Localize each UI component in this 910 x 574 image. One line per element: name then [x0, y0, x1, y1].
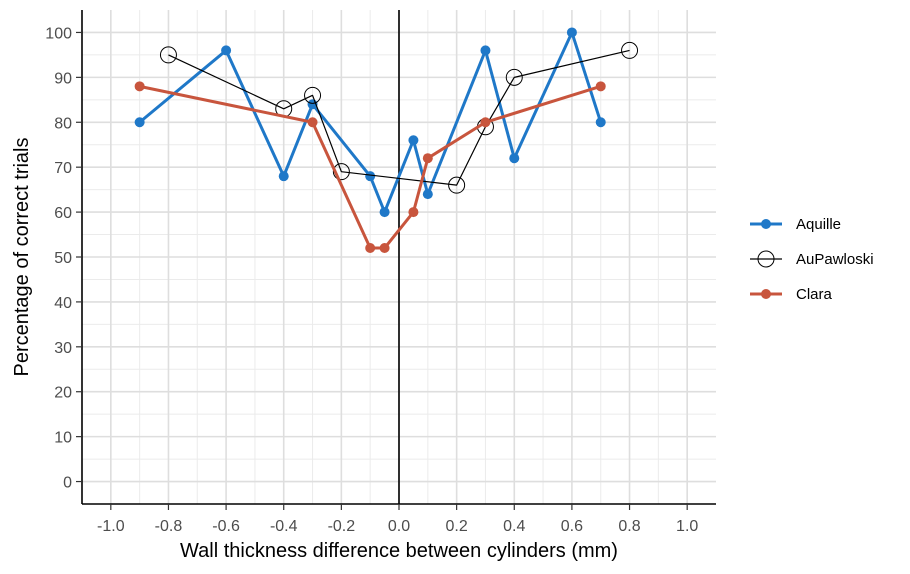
- data-point-aquille: [134, 117, 145, 128]
- x-axis-title: Wall thickness difference between cylind…: [180, 540, 618, 562]
- series-aquille: [134, 27, 606, 218]
- data-point-clara: [365, 243, 376, 254]
- data-point-aupawloski: [621, 41, 639, 59]
- series-clara: [134, 81, 606, 254]
- series: [134, 27, 639, 254]
- data-point-aupawloski: [505, 68, 523, 86]
- data-point-aquille: [278, 171, 289, 182]
- y-tick-label: 90: [54, 70, 72, 87]
- legend-item-aquille: Aquille: [750, 216, 841, 233]
- data-point-aquille: [221, 45, 232, 56]
- legend-item-aupawloski: AuPawloski: [750, 250, 874, 268]
- x-tick-label: -0.2: [328, 518, 356, 535]
- data-point-aquille: [566, 27, 577, 38]
- y-tick-label: 100: [45, 25, 72, 42]
- data-point-aquille: [365, 171, 376, 182]
- data-point-clara: [595, 81, 606, 92]
- legend-item-clara: Clara: [750, 286, 833, 303]
- data-point-aquille: [408, 135, 419, 146]
- x-tick-label: 0.8: [618, 518, 640, 535]
- legend: Aquille AuPawloski Clara: [750, 216, 874, 303]
- x-tick-label: 0.4: [503, 518, 525, 535]
- data-point-aquille: [595, 117, 606, 128]
- data-point-aquille: [422, 189, 433, 200]
- data-point-clara: [134, 81, 145, 92]
- legend-marker-clara: [761, 289, 771, 299]
- y-tick-label: 10: [54, 430, 72, 447]
- data-point-clara: [480, 117, 491, 128]
- data-point-aquille: [509, 153, 520, 164]
- series-line-aupawloski: [168, 49, 630, 186]
- y-tick-label: 20: [54, 385, 72, 402]
- y-tick-label: 40: [54, 295, 72, 312]
- x-tick-label: 1.0: [676, 518, 698, 535]
- x-tick-label: 0.2: [446, 518, 468, 535]
- data-point-clara: [379, 243, 390, 254]
- data-point-aquille: [379, 207, 390, 218]
- legend-label-aquille: Aquille: [796, 216, 841, 233]
- legend-marker-aupawloski: [757, 250, 775, 268]
- y-tick-label: 80: [54, 115, 72, 132]
- y-tick-label: 0: [63, 475, 72, 492]
- data-point-aupawloski: [448, 176, 466, 194]
- y-tick-label: 30: [54, 340, 72, 357]
- series-line-clara: [139, 84, 602, 250]
- series-line-aquille: [138, 30, 603, 214]
- x-tick-label: 0.6: [561, 518, 583, 535]
- y-tick-label: 60: [54, 205, 72, 222]
- data-point-aupawloski: [304, 86, 322, 104]
- legend-label-clara: Clara: [796, 286, 833, 303]
- y-axis-title: Percentage of correct trials: [11, 138, 33, 377]
- x-tick-label: 0.0: [388, 518, 410, 535]
- data-point-aupawloski: [332, 163, 350, 181]
- x-tick-label: -0.6: [212, 518, 240, 535]
- data-point-clara: [307, 117, 318, 128]
- data-point-aquille: [480, 45, 491, 56]
- data-point-clara: [422, 153, 433, 164]
- y-tick-label: 50: [54, 250, 72, 267]
- tick-labels: -1.0 -0.8 -0.6 -0.4 -0.2 0.0 0.2 0.4 0.6 0.8 1.0 0 1…: [45, 25, 698, 535]
- data-point-aupawloski: [159, 46, 177, 64]
- y-tick-label: 70: [54, 160, 72, 177]
- legend-label-aupawloski: AuPawloski: [796, 251, 874, 268]
- x-tick-label: -0.8: [155, 518, 183, 535]
- data-point-clara: [408, 207, 419, 218]
- x-tick-label: -1.0: [97, 518, 125, 535]
- legend-marker-aquille: [761, 219, 771, 229]
- x-tick-label: -0.4: [270, 518, 298, 535]
